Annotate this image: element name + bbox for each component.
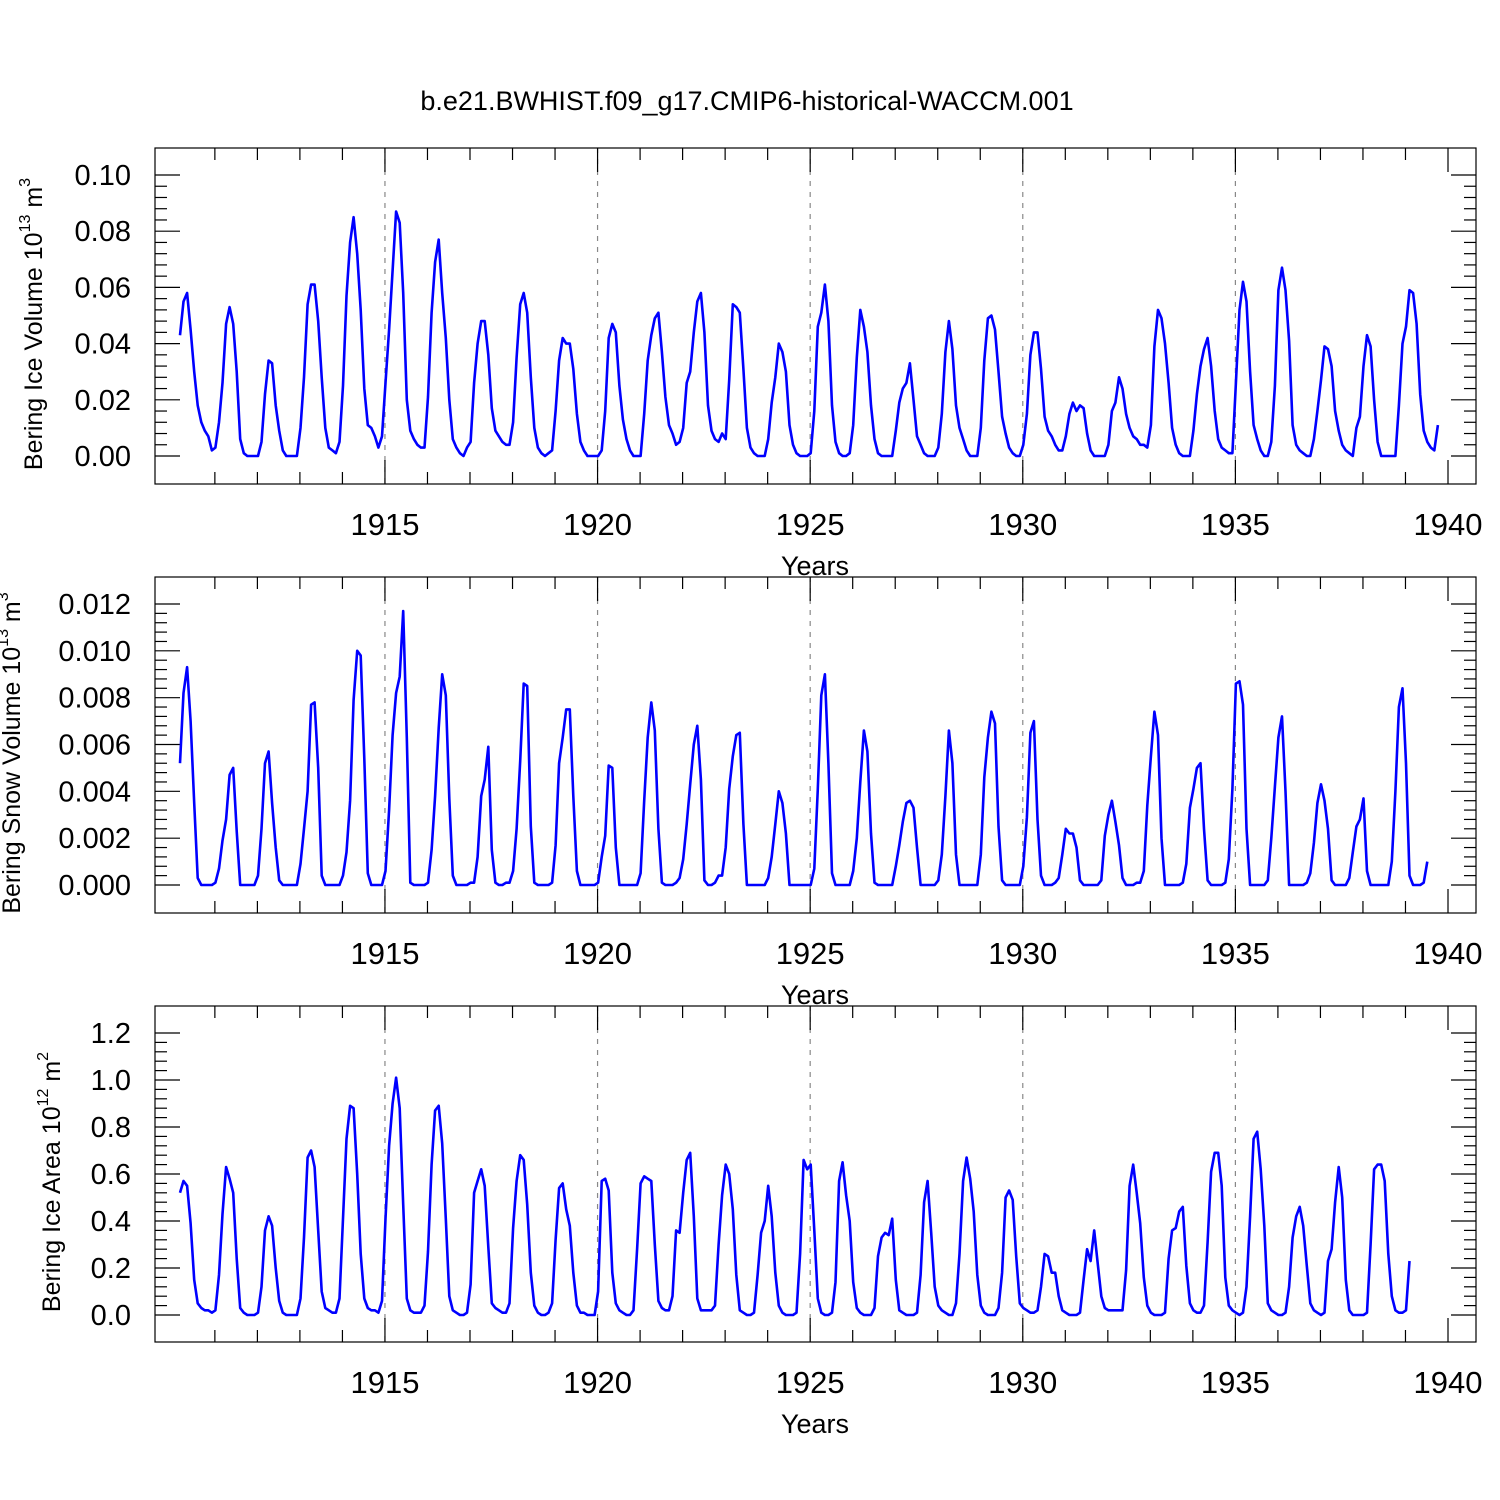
x-tick-label-1930: 1930 <box>988 1365 1057 1400</box>
panel-ice-area: 1915 1920 1925 1930 1935 1940 Years 0.0 0.2 0.4 0.… <box>35 1005 1483 1439</box>
y-tick-label-0.10: 0.10 <box>75 160 131 192</box>
y-tick-label-1.0: 1.0 <box>91 1065 131 1097</box>
series-line-ice-volume <box>178 210 1440 458</box>
series-line-ice-area <box>178 1076 1411 1317</box>
y-axis-label: Bering Ice Area 1012 m2 <box>35 1052 66 1312</box>
y-tick-label-0.2: 0.2 <box>91 1253 131 1285</box>
y-tick-label-0.0: 0.0 <box>91 1300 131 1332</box>
x-tick-label-1920: 1920 <box>563 507 632 542</box>
x-tick-label-1935: 1935 <box>1201 1365 1270 1400</box>
x-tick-label-1920: 1920 <box>563 936 632 971</box>
y-tick-label-0.6: 0.6 <box>91 1159 131 1191</box>
x-tick-label-1930: 1930 <box>988 507 1057 542</box>
y-tick-label-0.8: 0.8 <box>91 1112 131 1144</box>
y-tick-label-0.06: 0.06 <box>75 272 131 304</box>
series-line-snow-volume <box>178 609 1429 887</box>
x-tick-label-1925: 1925 <box>776 936 845 971</box>
x-tick-label-1935: 1935 <box>1201 507 1270 542</box>
y-axis-label: Bering Ice Volume 1013 m3 <box>17 178 48 470</box>
y-tick-label-0.02: 0.02 <box>75 385 131 417</box>
x-tick-label-1940: 1940 <box>1414 936 1483 971</box>
plot-frame <box>154 147 1477 485</box>
x-tick-label-1915: 1915 <box>350 507 419 542</box>
y-tick-label-0.08: 0.08 <box>75 216 131 248</box>
x-tick-label-1930: 1930 <box>988 936 1057 971</box>
y-axis-label: Bering Snow Volume 1013 m3 <box>0 592 26 913</box>
x-tick-label-1915: 1915 <box>350 1365 419 1400</box>
figure-title: b.e21.BWHIST.f09_g17.CMIP6-historical-WA… <box>420 86 1073 116</box>
x-tick-label-1935: 1935 <box>1201 936 1270 971</box>
y-tick-label-0.004: 0.004 <box>58 776 131 808</box>
y-tick-label-0.000: 0.000 <box>58 870 131 902</box>
y-tick-label-0.002: 0.002 <box>58 823 131 855</box>
x-axis-label: Years <box>781 551 849 581</box>
x-tick-label-1925: 1925 <box>776 1365 845 1400</box>
y-tick-label-0.012: 0.012 <box>58 589 131 621</box>
y-tick-label-0.010: 0.010 <box>58 636 131 668</box>
x-axis-label: Years <box>781 1409 849 1439</box>
y-tick-label-0.00: 0.00 <box>75 441 131 473</box>
panel-snow-volume: 1915 1920 1925 1930 1935 1940 Years 0.000 0.002 0… <box>0 576 1483 1010</box>
y-tick-label-1.2: 1.2 <box>91 1018 131 1050</box>
y-tick-label-0.4: 0.4 <box>91 1206 131 1238</box>
x-axis-label: Years <box>781 980 849 1010</box>
x-tick-label-1925: 1925 <box>776 507 845 542</box>
x-tick-label-1940: 1940 <box>1414 507 1483 542</box>
x-tick-label-1915: 1915 <box>350 936 419 971</box>
y-tick-label-0.006: 0.006 <box>58 730 131 762</box>
x-tick-label-1920: 1920 <box>563 1365 632 1400</box>
y-tick-label-0.04: 0.04 <box>75 329 131 361</box>
panel-ice-volume: 1915 1920 1925 1930 1935 1940 Years 0.00 0.02 0.0… <box>17 147 1483 581</box>
plot-frame <box>154 1005 1477 1343</box>
y-tick-label-0.008: 0.008 <box>58 683 131 715</box>
x-tick-label-1940: 1940 <box>1414 1365 1483 1400</box>
